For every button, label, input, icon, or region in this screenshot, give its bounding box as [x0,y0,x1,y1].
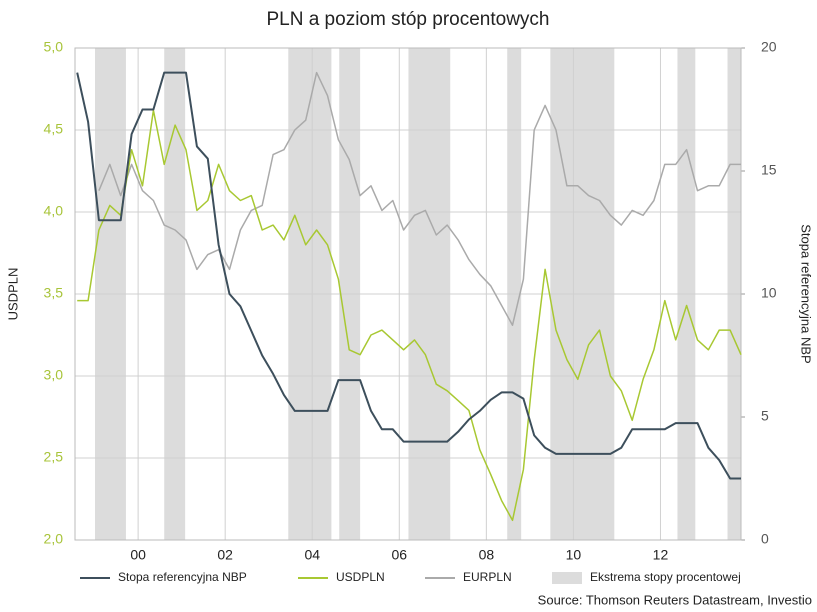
x-tick-label: 12 [653,547,669,563]
y2-tick-label: 10 [761,285,777,301]
legend-label: USDPLN [336,570,385,584]
y-axis-label: USDPLN [5,268,20,321]
chart-title: PLN a poziom stóp procentowych [266,9,549,30]
legend-swatch [552,572,582,584]
x-tick-label: 00 [130,547,146,563]
legend-label: Ekstrema stopy procentowej [590,570,741,584]
y2-axis-label: Stopa referencyjna NBP [799,224,814,363]
legend-label: Stopa referencyjna NBP [118,570,247,584]
series-line [98,71,741,326]
y-tick-label: 2,5 [44,449,64,465]
series-line [76,71,741,480]
y-tick-label: 3,0 [44,367,64,383]
y-tick-label: 5,0 [44,39,64,55]
x-tick-label: 10 [566,547,582,563]
series-line [77,109,742,522]
plot-frame [74,47,742,541]
y2-tick-label: 20 [761,39,777,55]
y-tick-label: 2,0 [44,531,64,547]
y2-tick-label: 5 [761,408,769,424]
x-tick-label: 04 [304,547,320,563]
legend-label: EURPLN [463,570,512,584]
y-tick-label: 4,0 [44,203,64,219]
y2-tick-label: 0 [761,531,769,547]
y-tick-label: 3,5 [44,285,64,301]
y-tick-label: 4,5 [44,121,64,137]
y2-tick-label: 15 [761,162,777,178]
source-note: Source: Thomson Reuters Datastream, Inve… [538,592,812,607]
x-tick-label: 02 [217,547,233,563]
x-tick-label: 06 [392,547,408,563]
x-tick-label: 08 [479,547,495,563]
